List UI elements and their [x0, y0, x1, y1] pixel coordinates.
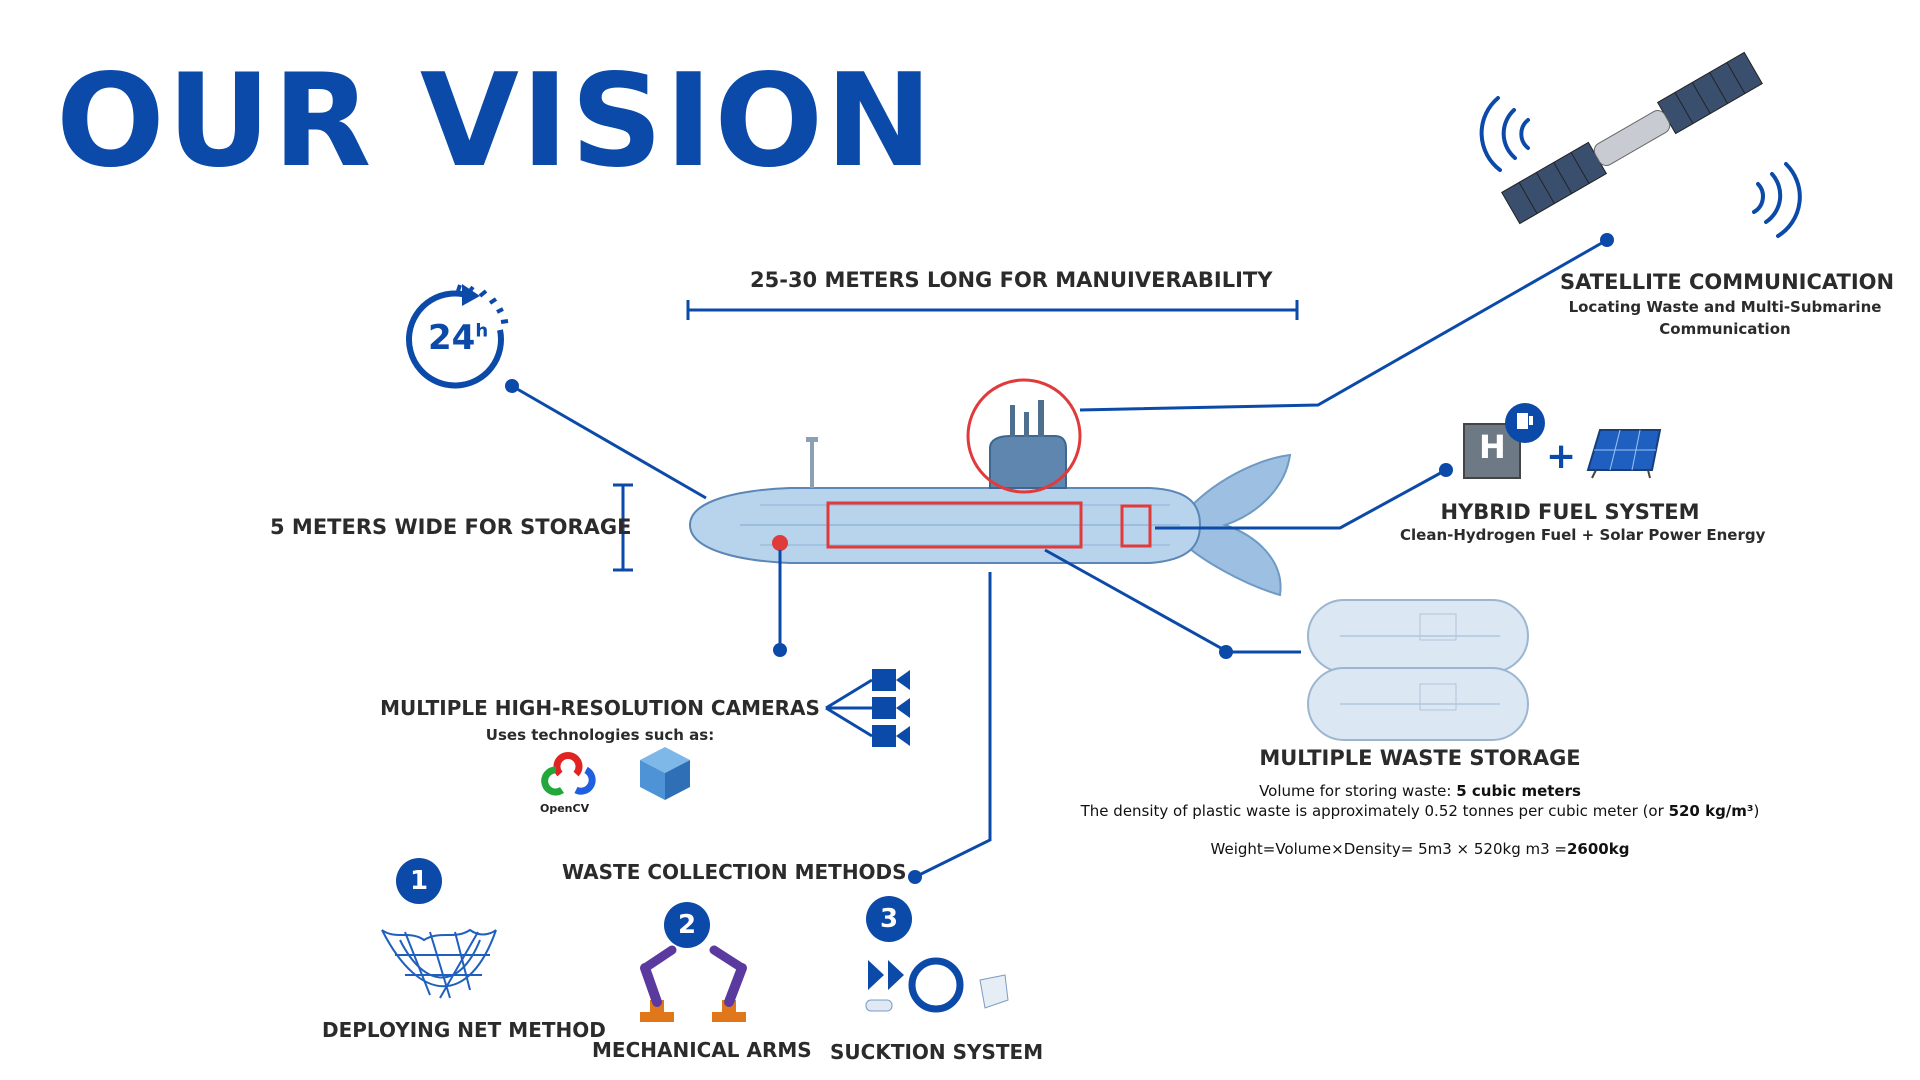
width-dimension-bar: [613, 483, 633, 572]
solar-panel-icon: [1586, 429, 1662, 479]
fuel-highlight-box: [1120, 504, 1152, 548]
method-1-label: DEPLOYING NET METHOD: [322, 1018, 606, 1042]
fuel-subtitle: Clean-Hydrogen Fuel + Solar Power Energy: [1400, 526, 1766, 544]
satellite-subtitle-line1: Locating Waste and Multi-Submarine: [1568, 298, 1882, 316]
cameras-block: MULTIPLE HIGH-RESOLUTION CAMERAS Uses te…: [380, 696, 820, 744]
hydrogen-symbol: H: [1479, 428, 1506, 466]
storage-cross-section: [1307, 599, 1529, 741]
method-1-badge: 1: [396, 858, 442, 904]
storage-density-value: 520 kg/m³: [1668, 802, 1754, 820]
satellite-connector: [1079, 238, 1608, 412]
cameras-title: MULTIPLE HIGH-RESOLUTION CAMERAS: [380, 696, 820, 720]
storage-title: MULTIPLE WASTE STORAGE: [1259, 746, 1581, 770]
satellite-block: SATELLITE COMMUNICATION Locating Waste a…: [1560, 270, 1895, 338]
clock-24h-label: 24h: [428, 318, 488, 358]
method-2-label: MECHANICAL ARMS: [592, 1038, 812, 1062]
collection-connector: [914, 572, 992, 879]
clock-suffix: h: [475, 320, 489, 342]
method-2-badge: 2: [664, 902, 710, 948]
hydrogen-icon: [1463, 403, 1545, 479]
tail-fin: [1179, 453, 1292, 597]
storage-volume-value: 5 cubic meters: [1456, 782, 1581, 800]
submarine: [688, 378, 1292, 597]
page-title: OUR VISION: [56, 47, 935, 196]
camera-icons: [825, 669, 910, 747]
storage-weight-prefix: Weight=Volume×Density= 5m3 × 520kg m3 =: [1210, 840, 1567, 858]
clock-number: 24: [428, 318, 476, 358]
fuel-block: HYBRID FUEL SYSTEM Clean-Hydrogen Fuel +…: [1400, 500, 1766, 544]
suction-icon: [865, 957, 1009, 1013]
method-3-label: SUCKTION SYSTEM: [830, 1040, 1044, 1064]
numpy-logo: [640, 747, 690, 800]
method-3-badge: 3: [866, 896, 912, 942]
clock-24h-icon: [406, 284, 509, 389]
width-label: 5 METERS WIDE FOR STORAGE: [270, 515, 632, 539]
clock-connector: [511, 384, 707, 500]
storage-density: The density of plastic waste is approxim…: [1080, 802, 1760, 820]
camera-location-dot: [772, 535, 788, 551]
storage-weight: Weight=Volume×Density= 5m3 × 520kg m3 =2…: [1080, 840, 1760, 858]
fuel-title: HYBRID FUEL SYSTEM: [1440, 500, 1700, 524]
fuel-connector: [1155, 468, 1447, 530]
opencv-logo: [541, 752, 596, 796]
storage-volume-prefix: Volume for storing waste:: [1259, 782, 1457, 800]
storage-weight-value: 2600kg: [1566, 840, 1630, 858]
tower-highlight-circle: [966, 378, 1082, 494]
length-dimension-bar: [686, 300, 1299, 320]
net-icon: [381, 928, 497, 999]
opencv-label: OpenCV: [540, 802, 590, 815]
plus-sign: +: [1546, 436, 1577, 477]
storage-highlight-box: [826, 501, 1083, 549]
storage-density-prefix: The density of plastic waste is approxim…: [1080, 802, 1669, 820]
storage-density-suffix: ): [1753, 802, 1760, 820]
storage-block: MULTIPLE WASTE STORAGE Volume for storin…: [1080, 746, 1760, 858]
conning-tower: [989, 435, 1067, 489]
satellite-title: SATELLITE COMMUNICATION: [1560, 270, 1895, 294]
satellite-subtitle-line2: Communication: [1659, 320, 1791, 338]
collection-title: WASTE COLLECTION METHODS: [562, 860, 907, 884]
satellite-icon: [1479, 51, 1802, 238]
mechanical-arms-icon: [640, 945, 747, 1022]
length-label: 25-30 METERS LONG FOR MANUIVERABILITY: [750, 268, 1273, 292]
storage-volume: Volume for storing waste: 5 cubic meters: [1080, 782, 1760, 800]
cameras-subtitle: Uses technologies such as:: [485, 726, 715, 744]
